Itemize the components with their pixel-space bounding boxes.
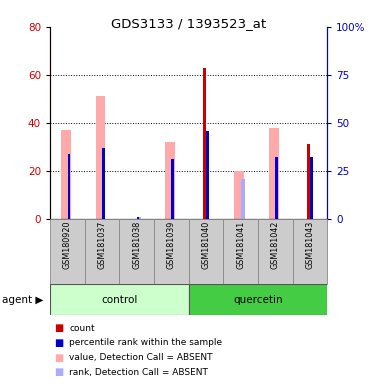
Bar <box>154 219 189 284</box>
Bar <box>189 284 327 315</box>
Text: agent ▶: agent ▶ <box>2 295 43 305</box>
Bar <box>137 217 141 219</box>
Text: ■: ■ <box>54 338 63 348</box>
Bar <box>119 219 154 284</box>
Bar <box>171 159 174 219</box>
Text: percentile rank within the sample: percentile rank within the sample <box>69 338 223 348</box>
Text: GSM181041: GSM181041 <box>236 221 245 269</box>
Bar <box>102 148 105 219</box>
Bar <box>223 219 258 284</box>
Bar <box>67 154 70 219</box>
Text: ■: ■ <box>54 323 63 333</box>
Bar <box>85 219 119 284</box>
Bar <box>241 179 245 219</box>
Text: GDS3133 / 1393523_at: GDS3133 / 1393523_at <box>111 17 266 30</box>
Bar <box>50 284 189 315</box>
Bar <box>275 157 278 219</box>
Text: rank, Detection Call = ABSENT: rank, Detection Call = ABSENT <box>69 367 208 377</box>
Text: count: count <box>69 324 95 333</box>
Text: control: control <box>101 295 137 305</box>
Text: value, Detection Call = ABSENT: value, Detection Call = ABSENT <box>69 353 213 362</box>
Bar <box>203 68 206 219</box>
Bar <box>269 127 279 219</box>
Bar <box>307 144 310 219</box>
Bar <box>206 131 209 219</box>
Bar <box>234 171 244 219</box>
Bar <box>96 96 105 219</box>
Bar <box>137 217 139 219</box>
Text: ■: ■ <box>54 353 63 362</box>
Bar <box>258 219 293 284</box>
Bar <box>50 219 85 284</box>
Bar <box>165 142 175 219</box>
Text: GSM181039: GSM181039 <box>167 221 176 269</box>
Text: GSM181043: GSM181043 <box>305 221 315 269</box>
Text: GSM181037: GSM181037 <box>97 221 107 269</box>
Text: GSM181042: GSM181042 <box>271 221 280 269</box>
Bar <box>189 219 223 284</box>
Text: quercetin: quercetin <box>233 295 283 305</box>
Bar <box>293 219 327 284</box>
Bar <box>61 130 71 219</box>
Text: ■: ■ <box>54 367 63 377</box>
Text: GSM180920: GSM180920 <box>63 221 72 269</box>
Text: GSM181040: GSM181040 <box>201 221 211 269</box>
Text: GSM181038: GSM181038 <box>132 221 141 269</box>
Bar <box>310 157 313 219</box>
